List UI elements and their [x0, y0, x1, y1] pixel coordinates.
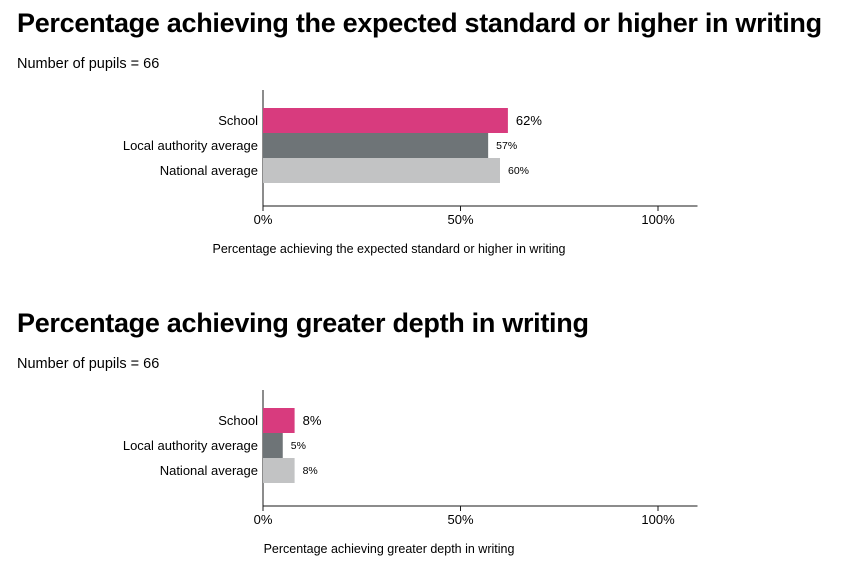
chart-title: Percentage achieving the expected standa… — [17, 8, 822, 38]
x-tick-label: 50% — [447, 212, 473, 227]
bar — [263, 458, 295, 483]
data-label: 57% — [496, 140, 517, 152]
category-label: National average — [160, 163, 258, 178]
category-label: Local authority average — [123, 438, 258, 453]
x-tick-label: 50% — [447, 512, 473, 527]
bar-chart-greater-depth: 0% 50% 100% School 8% Local authority average… — [123, 390, 698, 556]
category-label: School — [218, 113, 258, 128]
bar — [263, 408, 295, 433]
chart-title: Percentage achieving greater depth in wr… — [17, 308, 589, 338]
bar-chart-expected-standard: 0% 50% 100% School 62% Local authority averag… — [123, 90, 698, 256]
category-label: Local authority average — [123, 138, 258, 153]
bar — [263, 433, 283, 458]
data-label: 5% — [291, 440, 306, 452]
bar — [263, 133, 489, 158]
bar — [263, 108, 508, 133]
bar — [263, 158, 500, 183]
x-tick-label: 0% — [254, 512, 273, 527]
x-tick-label: 100% — [641, 212, 675, 227]
data-label: 8% — [303, 413, 322, 428]
x-axis-title: Percentage achieving the expected standa… — [213, 242, 566, 256]
data-label: 62% — [516, 113, 542, 128]
category-label: School — [218, 413, 258, 428]
data-label: 8% — [303, 465, 318, 477]
chart-subtitle: Number of pupils = 66 — [17, 356, 160, 372]
x-axis-title: Percentage achieving greater depth in wr… — [264, 542, 515, 556]
chart-subtitle: Number of pupils = 66 — [17, 56, 160, 72]
data-label: 60% — [508, 165, 529, 177]
x-tick-label: 0% — [254, 212, 273, 227]
x-tick-label: 100% — [641, 512, 675, 527]
category-label: National average — [160, 463, 258, 478]
